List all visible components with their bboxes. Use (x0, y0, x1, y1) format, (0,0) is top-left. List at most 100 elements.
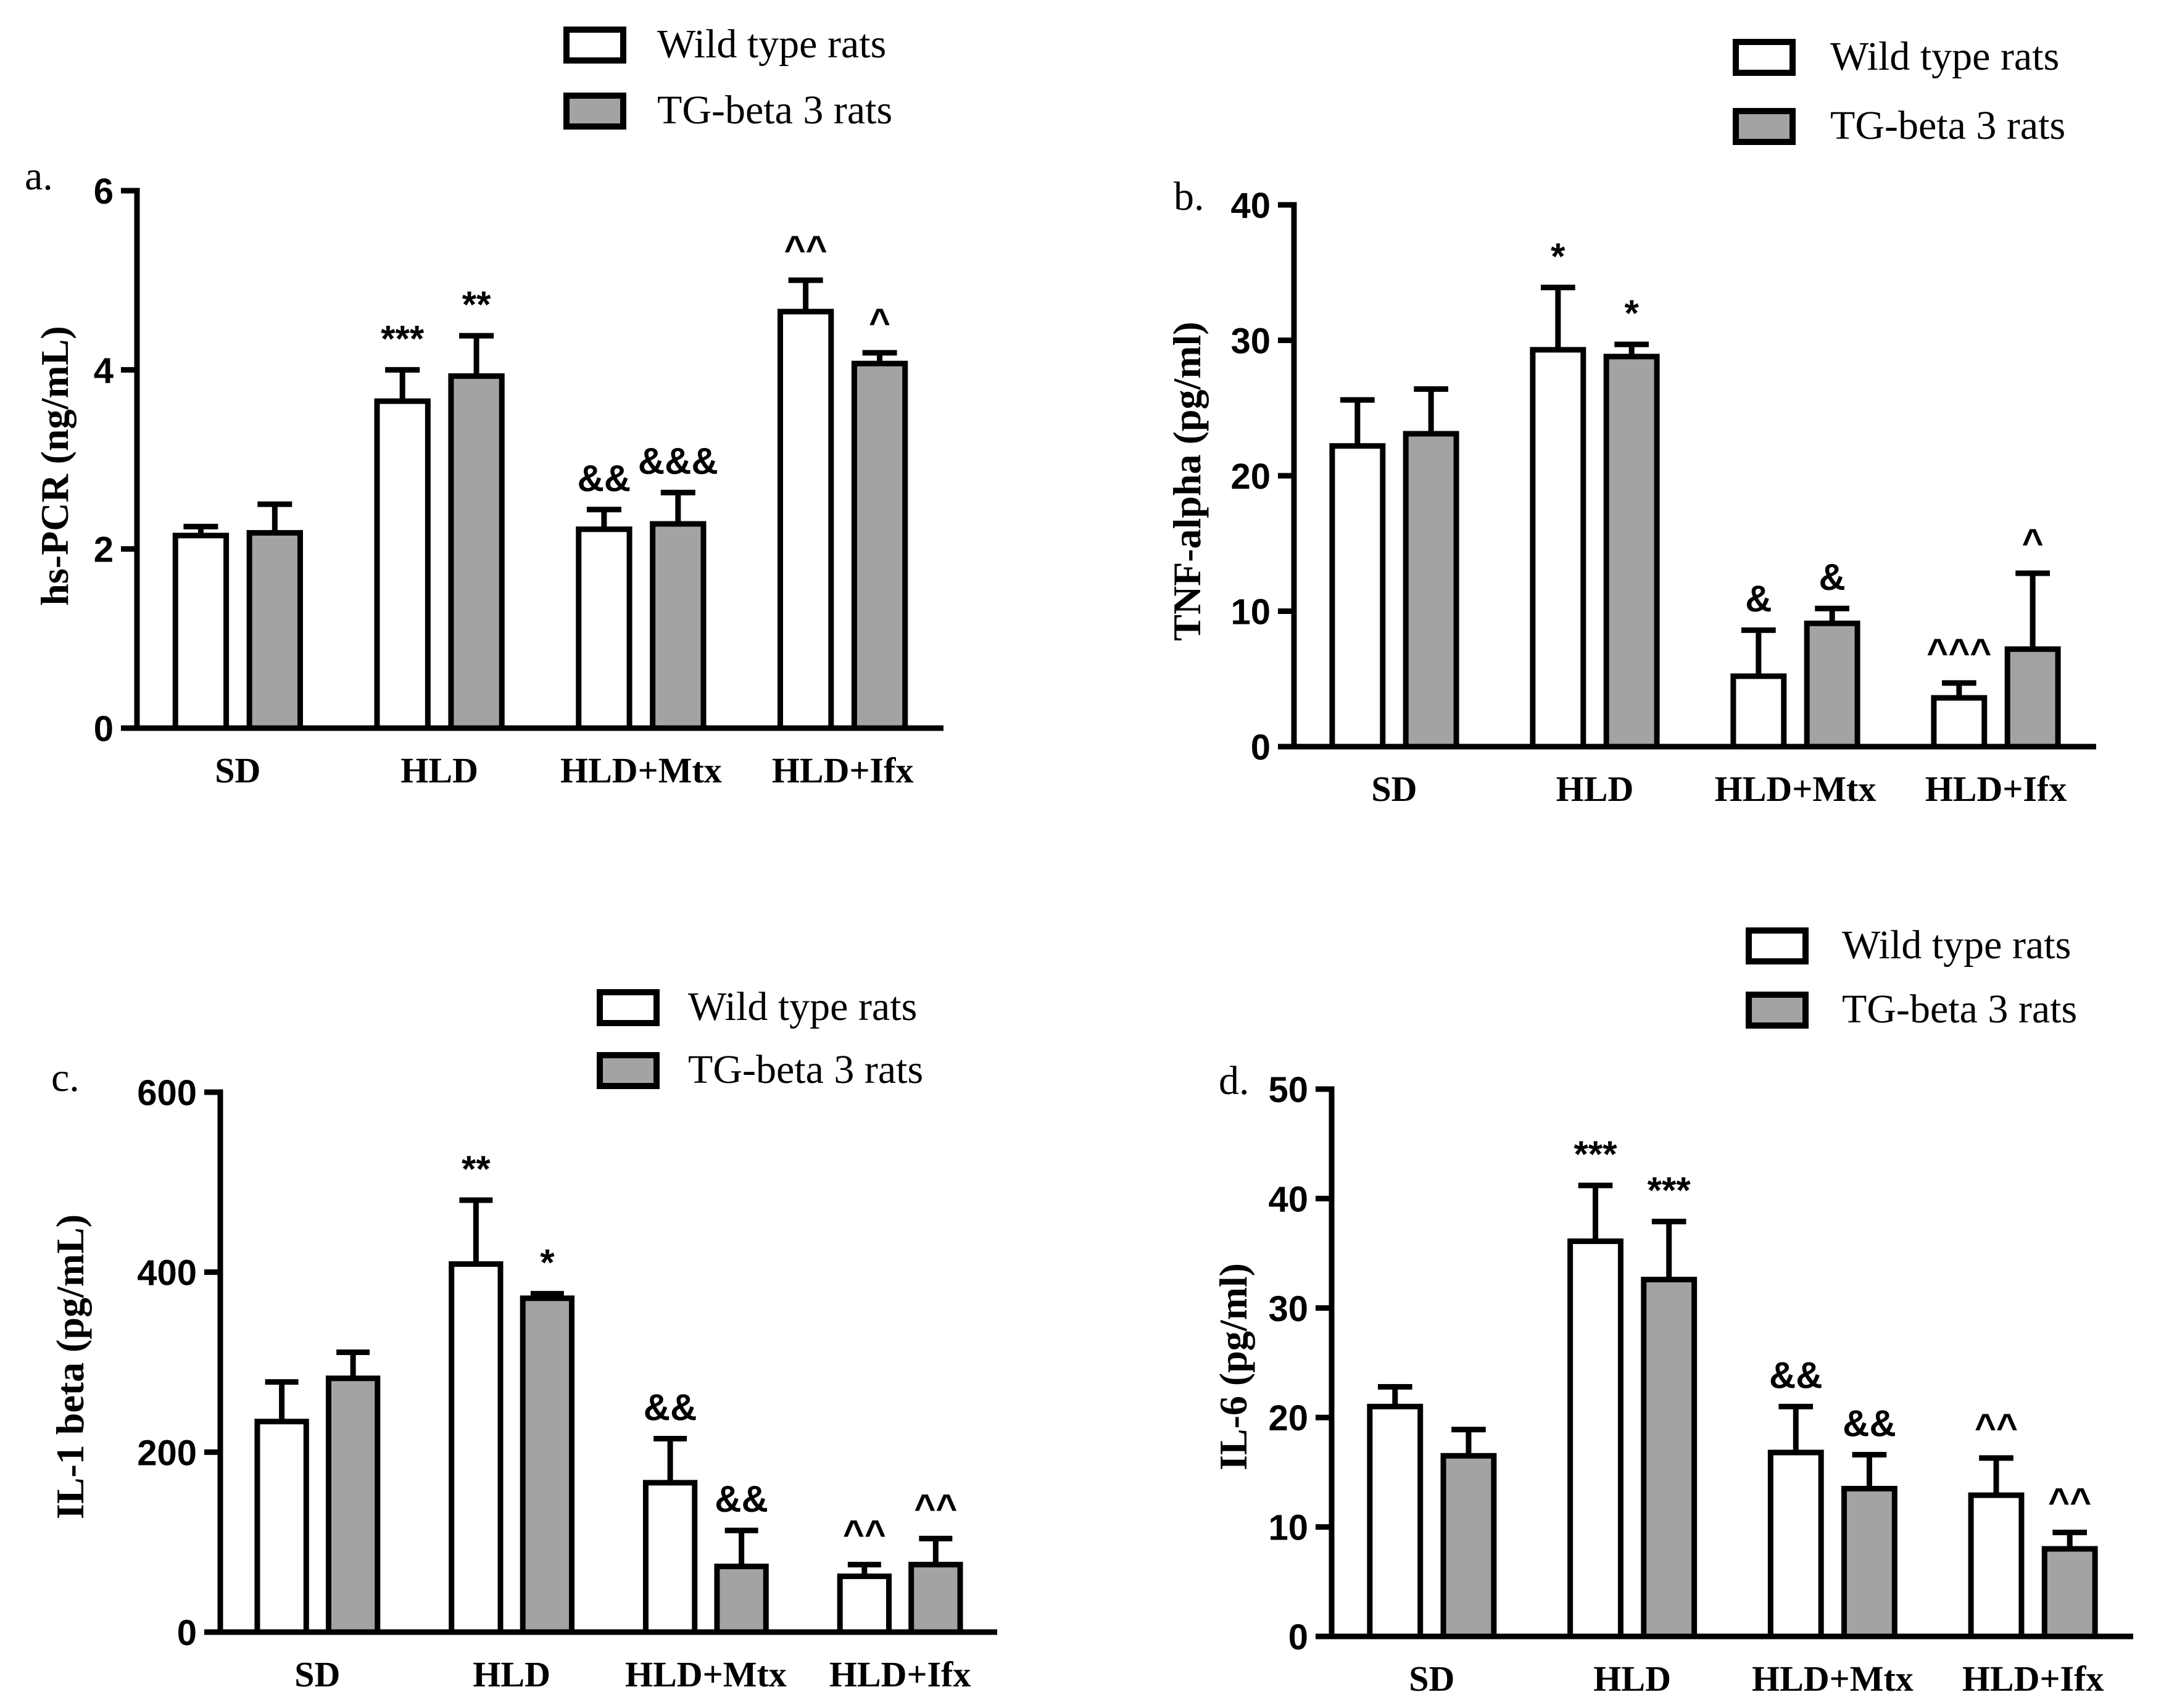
panel-d-significance-hld-mtx-tg-beta3: && (1843, 1403, 1896, 1445)
panel-a-y-tick-label: 6 (94, 172, 114, 212)
legend-swatch-tg-beta3 (563, 93, 626, 130)
panel-a-bar-hld-mtx-tg-beta3 (650, 521, 707, 731)
panel-a-y-tick-label: 2 (94, 530, 114, 570)
panel-d-x-tick-label-hld: HLD (1593, 1659, 1671, 1699)
panel-d-label: d. (1219, 1058, 1250, 1103)
legend-swatch-wild-type (597, 989, 660, 1026)
panel-a-bar-sd-wild-type (172, 533, 230, 731)
panel-a-bar-hld-tg-beta3 (448, 373, 505, 731)
panel-d-bar-hld-wild-type (1567, 1238, 1623, 1640)
panel-a-significance-hld-mtx-wild-type: && (578, 458, 631, 499)
panel-c-x-tick-label-sd: SD (294, 1654, 340, 1694)
panel-b-significance-hld-ifx-wild-type: ^^^ (1926, 631, 1991, 673)
panel-b-significance-hld-tg-beta3: * (1624, 292, 1639, 334)
legend-label-wild-type: Wild type rats (1830, 34, 2059, 79)
panel-d-bar-sd-wild-type (1367, 1403, 1424, 1640)
panel-a-bar-hld-mtx-wild-type (576, 526, 632, 731)
panel-b-y-tick-label: 10 (1230, 592, 1271, 632)
panel-c-y-tick-label: 600 (137, 1073, 197, 1113)
panel-c-chart: Wild type rats TG-beta 3 rats c. IL-1 be… (48, 984, 997, 1694)
panel-c-legend: Wild type rats TG-beta 3 rats (597, 984, 923, 1092)
panel-b-bar-sd-tg-beta3 (1403, 431, 1459, 750)
panel-b-chart: Wild type rats TG-beta 3 rats b. TNF-alp… (1165, 34, 2096, 809)
legend-label-wild-type: Wild type rats (1842, 922, 2071, 968)
panel-c-label: c. (51, 1055, 80, 1100)
panel-a-y-axis-label: hs-PCR (ng/mL) (33, 326, 77, 605)
panel-d-y-tick-label: 30 (1268, 1289, 1308, 1329)
panel-b-bar-hld-mtx-tg-beta3 (1804, 620, 1860, 750)
panel-d-significance-hld-ifx-tg-beta3: ^^ (2048, 1480, 2091, 1522)
panel-c-y-tick-label: 400 (137, 1253, 197, 1293)
panel-b-bar-hld-mtx-wild-type (1730, 673, 1787, 750)
panel-c-bar-hld-wild-type (449, 1261, 504, 1635)
panel-b-significance-hld-mtx-wild-type: & (1745, 578, 1772, 620)
legend-swatch-tg-beta3 (597, 1052, 660, 1089)
legend-swatch-wild-type (563, 27, 626, 64)
panel-d-significance-hld-ifx-wild-type: ^^ (1975, 1406, 2018, 1448)
panel-c-significance-hld-ifx-wild-type: ^^ (843, 1513, 886, 1554)
panel-b-legend: Wild type rats TG-beta 3 rats (1733, 34, 2065, 148)
panel-d-chart: Wild type rats TG-beta 3 rats d. IL-6 (p… (1211, 922, 2133, 1699)
panel-d-y-tick-label: 40 (1268, 1179, 1308, 1219)
panel-d-x-tick-label-hld-mtx: HLD+Mtx (1752, 1659, 1914, 1699)
legend-label-tg-beta3: TG-beta 3 rats (1830, 103, 2065, 148)
panel-b-bar-hld-ifx-wild-type (1931, 695, 1988, 750)
panel-b-x-tick-label-sd: SD (1371, 769, 1417, 809)
panel-a-significance-hld-tg-beta3: ** (462, 284, 491, 325)
panel-a-legend: Wild type rats TG-beta 3 rats (563, 22, 892, 133)
panel-a-x-tick-label-hld-mtx: HLD+Mtx (560, 750, 722, 790)
panel-b-x-tick-label-hld: HLD (1556, 769, 1634, 809)
legend-label-wild-type: Wild type rats (657, 22, 886, 67)
panel-d-bar-hld-mtx-wild-type (1767, 1449, 1824, 1640)
legend-label-wild-type: Wild type rats (688, 984, 917, 1029)
panel-b-bar-sd-wild-type (1329, 443, 1386, 750)
panel-b-significance-hld-ifx-tg-beta3: ^ (2022, 521, 2044, 563)
panel-d-y-axis-label: IL-6 (pg/ml) (1211, 1263, 1255, 1470)
panel-b-y-tick-label: 0 (1251, 728, 1271, 768)
panel-d-bar-hld-ifx-tg-beta3 (2041, 1546, 2098, 1640)
panel-b-bar-hld-tg-beta3 (1603, 354, 1660, 750)
panel-b-x-tick-label-hld-ifx: HLD+Ifx (1925, 769, 2067, 809)
legend-label-tg-beta3: TG-beta 3 rats (688, 1047, 923, 1092)
legend-swatch-wild-type (1733, 39, 1796, 76)
panel-d-bar-hld-ifx-wild-type (1968, 1492, 2025, 1640)
panel-d-significance-hld-mtx-wild-type: && (1769, 1354, 1823, 1396)
panel-c-bar-hld-ifx-wild-type (837, 1573, 892, 1635)
panel-a-y-tick-label: 0 (94, 709, 114, 749)
panel-c-bar-hld-ifx-tg-beta3 (908, 1562, 963, 1635)
legend-swatch-tg-beta3 (1733, 108, 1796, 145)
panel-d-significance-hld-wild-type: *** (1574, 1134, 1618, 1175)
panel-d-y-tick-label: 0 (1288, 1617, 1308, 1657)
panel-c-significance-hld-wild-type: ** (462, 1148, 491, 1190)
panel-d-y-tick-label: 50 (1268, 1070, 1308, 1110)
legend-label-tg-beta3: TG-beta 3 rats (657, 88, 892, 133)
panel-c-bar-sd-tg-beta3 (325, 1375, 381, 1635)
panel-c-significance-hld-ifx-tg-beta3: ^^ (914, 1486, 957, 1528)
panel-c-x-tick-label-hld-mtx: HLD+Mtx (625, 1654, 787, 1694)
panel-b-bar-hld-wild-type (1530, 347, 1586, 750)
panel-d-x-tick-label-sd: SD (1409, 1659, 1454, 1699)
panel-a-bar-hld-ifx-tg-beta3 (851, 360, 908, 731)
panel-d-bar-hld-mtx-tg-beta3 (1841, 1486, 1897, 1640)
panel-d-y-tick-label: 10 (1268, 1508, 1308, 1548)
panel-a-x-tick-label-hld-ifx: HLD+Ifx (772, 750, 914, 790)
panel-b-y-axis-label: TNF-alpha (pg/ml) (1165, 321, 1209, 640)
panel-a-bar-sd-tg-beta3 (246, 530, 304, 731)
panel-c-bar-sd-wild-type (254, 1419, 309, 1635)
panel-c-x-tick-label-hld: HLD (473, 1654, 550, 1694)
panel-a-x-tick-label-sd: SD (215, 750, 260, 790)
panel-b-x-tick-label-hld-mtx: HLD+Mtx (1715, 769, 1876, 809)
legend-label-tg-beta3: TG-beta 3 rats (1842, 987, 2077, 1032)
panel-a-bar-hld-ifx-wild-type (777, 309, 834, 731)
panel-c-y-tick-label: 200 (137, 1433, 197, 1473)
panel-b-y-tick-label: 40 (1230, 186, 1271, 226)
panel-b-label: b. (1174, 174, 1205, 219)
panel-d-bar-sd-tg-beta3 (1440, 1453, 1497, 1640)
panel-a-significance-hld-wild-type: *** (381, 318, 425, 359)
panel-b-y-tick-label: 20 (1230, 457, 1271, 497)
panel-d-plot: 0 10 20 30 40 50 SD *** *** HLD && && HLD+Mtx ^^ ^^ HLD… (1268, 1070, 2133, 1699)
panel-c-significance-hld-mtx-tg-beta3: && (715, 1478, 768, 1520)
